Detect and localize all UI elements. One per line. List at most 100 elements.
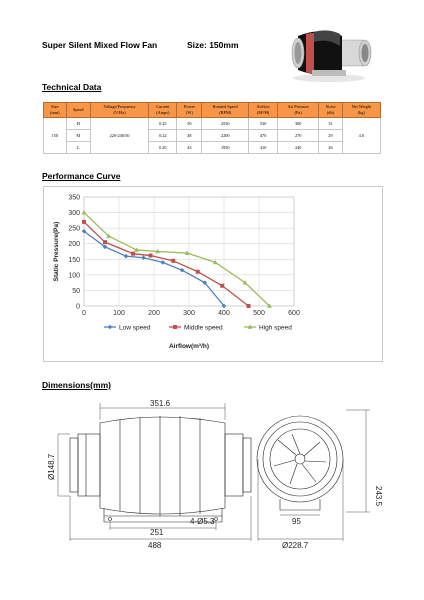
cell-speed: M (65, 129, 91, 142)
column-header-line1: Power (183, 104, 195, 109)
data-point (195, 269, 200, 274)
cell-power: 48 (176, 129, 203, 142)
y-tick-label: 50 (72, 288, 80, 295)
column-header-line2: (mm) (50, 110, 60, 115)
x-axis-label: Airflow(m³/h) (169, 343, 209, 350)
data-point (155, 248, 160, 254)
column-header-line1: Size (51, 104, 59, 109)
cell-noise: 31 (318, 117, 343, 130)
cell-power: 50 (176, 117, 203, 130)
dim-total: 488 (148, 541, 162, 550)
cell-noise: 26 (318, 141, 343, 154)
column-header-line2: (kg) (357, 110, 365, 115)
data-point (123, 253, 129, 259)
cell-speed: L (65, 141, 91, 154)
cell-pressure: 240 (277, 141, 320, 154)
legend-label: Middle speed (184, 325, 223, 332)
data-point (242, 280, 248, 285)
x-tick-label: 400 (218, 310, 230, 317)
data-point (171, 258, 176, 263)
data-point (148, 253, 153, 258)
y-tick-label: 150 (68, 257, 80, 264)
data-point (247, 324, 253, 329)
cell-voltage: 220-240/50 (89, 117, 150, 154)
column-header: Speed (65, 102, 91, 118)
column-header-line2: (W) (185, 110, 193, 115)
series-line (83, 230, 225, 307)
x-tick-label: 600 (288, 310, 300, 317)
y-tick-label: 0 (76, 304, 80, 311)
data-point (173, 325, 177, 329)
dim-height: 243.5 (374, 486, 383, 507)
cell-airflow: 470 (248, 129, 279, 142)
plot-area (83, 196, 295, 307)
column-header-line2: (RPM) (219, 110, 232, 115)
cell-noise: 29 (318, 129, 343, 142)
x-tick-label: 100 (113, 310, 125, 317)
column-header: Size (mm) (43, 102, 67, 118)
y-axis-label: Static Pressure(Pa) (53, 222, 60, 282)
column-header: Air Pressure (Pa) (277, 102, 320, 118)
technical-table: Size (mm) Speed Voltage/Frequency (V/Hz) Curr… (43, 102, 382, 154)
dim-outer: Ø228.7 (282, 541, 309, 550)
column-header-line2: (Pa) (294, 110, 302, 115)
column-header-line1: Air Pressure (287, 104, 309, 109)
column-header: Power (W) (176, 102, 203, 118)
data-point (184, 250, 190, 255)
x-tick-label: 200 (148, 310, 160, 317)
cell-current: 0.22 (148, 129, 178, 142)
cell-pressure: 300 (277, 117, 320, 130)
y-tick-label: 250 (68, 226, 80, 233)
legend-label: High speed (259, 325, 292, 332)
data-point (202, 280, 208, 285)
y-tick-label: 350 (68, 195, 80, 202)
data-point (179, 267, 185, 273)
x-tick-label: 0 (82, 310, 86, 317)
column-header-line2: (Amps) (156, 110, 170, 115)
dim-holes: 4-Ø5.3 (190, 517, 215, 526)
cell-size: 150 (43, 117, 67, 154)
data-point (81, 209, 87, 215)
performance-heading: Performance Curve (42, 171, 121, 181)
cell-speed: H (65, 117, 91, 130)
dim-diameter: Ø148.7 (47, 453, 56, 480)
performance-chart: 0 50 100 150 200 250 300 350 0 100 200 300 400 500 600… (43, 186, 383, 362)
data-point (160, 260, 166, 265)
data-point (212, 259, 218, 265)
column-header: Current (Amps) (148, 102, 178, 118)
cell-pressure: 270 (277, 129, 320, 142)
cell-rpm: 2550 (201, 117, 250, 130)
dim-95: 95 (292, 517, 301, 526)
product-photo (284, 24, 374, 84)
data-point (134, 247, 139, 252)
cell-weight: 4.0 (341, 117, 382, 154)
data-point (81, 228, 87, 234)
column-header-line2: (db) (326, 110, 335, 115)
column-header: Rotated Speed (RPM) (201, 102, 250, 118)
technical-heading: Technical Data (42, 82, 102, 92)
column-header-line1: Noise (325, 104, 336, 109)
data-point (267, 303, 272, 308)
cell-airflow: 530 (248, 117, 279, 130)
series-line (83, 221, 249, 307)
cell-rpm: 2200 (201, 129, 250, 142)
data-point (141, 255, 146, 261)
column-header-line2: (M³/H) (256, 110, 270, 115)
cell-rpm: 1950 (201, 141, 250, 154)
y-tick-label: 100 (68, 272, 80, 279)
x-tick-label: 500 (253, 310, 265, 317)
data-point (220, 283, 225, 288)
cell-current: 0.25 (148, 117, 178, 130)
y-tick-label: 200 (68, 241, 80, 248)
dim-length: 351.6 (150, 399, 171, 408)
column-header-line1: Net Weight (351, 104, 372, 109)
product-title: Super Silent Mixed Flow Fan (42, 40, 158, 50)
column-header-line1: Current (156, 104, 170, 109)
product-size: Size: 150mm (187, 40, 239, 50)
chart-svg: 0 50 100 150 200 250 300 350 0 100 200 300 400 500 600… (53, 195, 300, 351)
data-point (131, 251, 135, 256)
data-point (107, 324, 113, 330)
data-point (82, 219, 86, 224)
column-header: Voltage/Frequency (V/Hz) (89, 102, 150, 118)
data-point (103, 240, 107, 245)
